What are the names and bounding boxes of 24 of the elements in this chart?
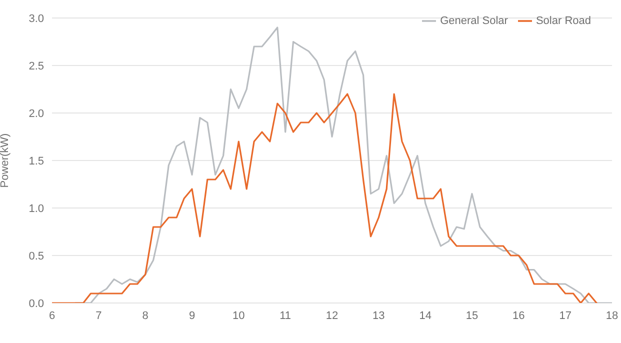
x-tick-label: 6 [48, 310, 56, 322]
y-tick-label: 2.0 [28, 108, 44, 120]
x-tick-label: 11 [280, 310, 292, 322]
y-tick-label: 3.0 [28, 12, 44, 25]
y-tick-label: 0.0 [28, 298, 44, 310]
x-tick-label: 15 [466, 310, 478, 322]
line-series [52, 93, 598, 303]
x-tick-label: 13 [372, 310, 385, 322]
legend-label: General Solar [440, 14, 508, 27]
x-tick-label: 18 [606, 310, 618, 322]
x-tick-label: 14 [419, 310, 432, 322]
x-tick-label: 9 [188, 310, 196, 322]
x-tick-label: 12 [326, 310, 338, 322]
x-tick-label: 17 [559, 310, 572, 322]
x-tick-label: 10 [232, 310, 245, 322]
y-tick-label: 0.5 [28, 250, 44, 262]
y-tick-label: 1.5 [28, 155, 44, 168]
y-tick-label: 2.5 [28, 60, 44, 72]
x-tick-label: 7 [96, 310, 102, 322]
y-tick-label: 1.0 [28, 202, 44, 215]
y-axis-title: Power(kW) [0, 133, 11, 188]
legend-label: Solar Road [536, 14, 591, 27]
x-tick-label: 16 [512, 310, 525, 322]
x-tick-label: 8 [142, 310, 148, 322]
